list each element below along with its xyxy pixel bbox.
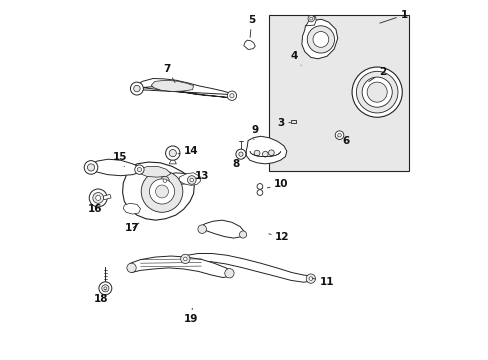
Circle shape — [362, 77, 391, 107]
Polygon shape — [290, 120, 295, 123]
Polygon shape — [122, 162, 194, 220]
Circle shape — [308, 277, 312, 280]
Text: 14: 14 — [178, 145, 198, 156]
Circle shape — [165, 146, 180, 160]
Circle shape — [254, 150, 260, 156]
Circle shape — [96, 195, 101, 201]
Circle shape — [307, 15, 314, 22]
Circle shape — [309, 17, 312, 20]
Text: 13: 13 — [195, 171, 209, 181]
Circle shape — [227, 91, 236, 100]
Circle shape — [190, 178, 193, 182]
Text: 11: 11 — [312, 277, 333, 287]
Circle shape — [268, 150, 274, 156]
Text: 6: 6 — [337, 136, 348, 145]
Circle shape — [198, 225, 206, 233]
Polygon shape — [89, 159, 140, 176]
Polygon shape — [199, 220, 244, 238]
Polygon shape — [151, 80, 193, 91]
Circle shape — [84, 161, 98, 174]
Circle shape — [130, 82, 143, 95]
Circle shape — [149, 179, 174, 204]
Text: 18: 18 — [94, 289, 108, 304]
Circle shape — [257, 184, 262, 189]
Polygon shape — [183, 253, 311, 282]
Polygon shape — [139, 166, 171, 177]
Circle shape — [224, 269, 234, 278]
Text: 8: 8 — [231, 158, 243, 169]
Circle shape — [137, 167, 142, 172]
Circle shape — [235, 149, 245, 159]
Circle shape — [306, 26, 334, 53]
Circle shape — [239, 231, 246, 238]
Circle shape — [155, 185, 168, 198]
Polygon shape — [162, 173, 195, 184]
Circle shape — [93, 193, 103, 203]
Text: 7: 7 — [163, 64, 175, 82]
Circle shape — [87, 164, 94, 171]
Circle shape — [160, 176, 169, 185]
Polygon shape — [103, 194, 111, 200]
Circle shape — [305, 274, 315, 283]
Circle shape — [351, 67, 402, 117]
Text: 4: 4 — [290, 51, 301, 65]
Polygon shape — [135, 78, 233, 98]
Circle shape — [163, 179, 166, 183]
Circle shape — [337, 134, 341, 137]
Text: 17: 17 — [125, 223, 139, 233]
Circle shape — [89, 189, 107, 207]
Text: 1: 1 — [379, 10, 407, 23]
Circle shape — [187, 176, 196, 184]
Polygon shape — [305, 16, 316, 26]
Polygon shape — [301, 19, 337, 59]
Text: 19: 19 — [184, 308, 198, 324]
Polygon shape — [246, 136, 286, 164]
Circle shape — [126, 263, 136, 273]
Text: 5: 5 — [247, 15, 255, 37]
Polygon shape — [244, 40, 255, 49]
Circle shape — [229, 94, 234, 98]
Circle shape — [262, 151, 267, 157]
Text: 12: 12 — [268, 232, 289, 242]
Circle shape — [99, 282, 112, 295]
Circle shape — [312, 32, 328, 47]
Text: 16: 16 — [87, 204, 102, 214]
Circle shape — [183, 257, 187, 261]
Polygon shape — [123, 203, 140, 214]
Text: 15: 15 — [112, 152, 127, 167]
Text: 9: 9 — [251, 125, 258, 140]
Text: 10: 10 — [267, 179, 288, 189]
Circle shape — [366, 82, 386, 102]
Circle shape — [141, 171, 183, 212]
Circle shape — [102, 285, 109, 292]
Text: 3: 3 — [277, 118, 290, 128]
Circle shape — [356, 71, 397, 113]
Polygon shape — [128, 256, 231, 278]
Circle shape — [257, 190, 262, 195]
Circle shape — [169, 149, 176, 157]
Polygon shape — [268, 15, 408, 171]
Text: 2: 2 — [368, 67, 386, 82]
Circle shape — [104, 287, 106, 290]
Circle shape — [135, 165, 144, 174]
Polygon shape — [169, 160, 176, 164]
Circle shape — [180, 254, 190, 264]
Polygon shape — [179, 173, 201, 185]
Circle shape — [238, 152, 243, 156]
Circle shape — [133, 85, 140, 92]
Circle shape — [335, 131, 343, 139]
